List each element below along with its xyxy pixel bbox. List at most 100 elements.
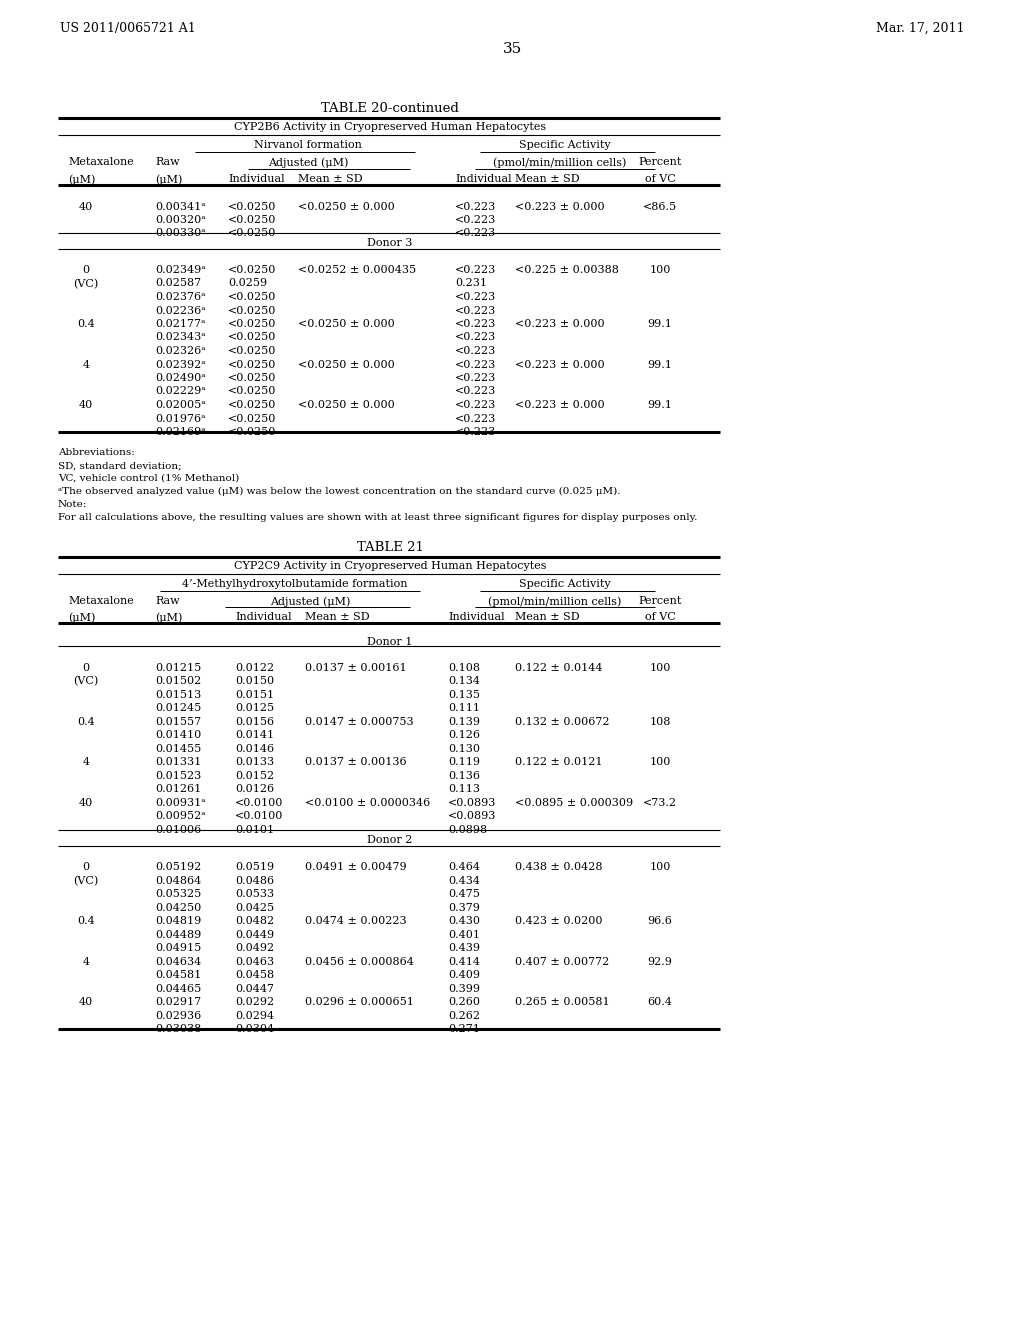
Text: 100: 100 bbox=[649, 758, 671, 767]
Text: 0.01455: 0.01455 bbox=[155, 743, 202, 754]
Text: 0.0125: 0.0125 bbox=[234, 704, 274, 713]
Text: 0.05192: 0.05192 bbox=[155, 862, 202, 873]
Text: 0.0101: 0.0101 bbox=[234, 825, 274, 834]
Text: 0.126: 0.126 bbox=[449, 730, 480, 741]
Text: 0.139: 0.139 bbox=[449, 717, 480, 726]
Text: <0.0895 ± 0.000309: <0.0895 ± 0.000309 bbox=[515, 797, 633, 808]
Text: 0.122 ± 0.0121: 0.122 ± 0.0121 bbox=[515, 758, 602, 767]
Text: (VC): (VC) bbox=[74, 676, 98, 686]
Text: ᵃThe observed analyzed value (μM) was below the lowest concentration on the stan: ᵃThe observed analyzed value (μM) was be… bbox=[58, 487, 621, 496]
Text: 99.1: 99.1 bbox=[647, 359, 673, 370]
Text: 0.02936: 0.02936 bbox=[155, 1011, 202, 1020]
Text: 0.01006: 0.01006 bbox=[155, 825, 202, 834]
Text: For all calculations above, the resulting values are shown with at least three s: For all calculations above, the resultin… bbox=[58, 513, 697, 521]
Text: 0.00320ᵃ: 0.00320ᵃ bbox=[155, 215, 206, 224]
Text: 0.0150: 0.0150 bbox=[234, 676, 274, 686]
Text: 96.6: 96.6 bbox=[647, 916, 673, 927]
Text: <0.223 ± 0.000: <0.223 ± 0.000 bbox=[515, 319, 604, 329]
Text: Individual: Individual bbox=[234, 612, 292, 622]
Text: CYP2B6 Activity in Cryopreserved Human Hepatocytes: CYP2B6 Activity in Cryopreserved Human H… bbox=[233, 121, 546, 132]
Text: 0: 0 bbox=[83, 265, 89, 275]
Text: Nirvanol formation: Nirvanol formation bbox=[254, 140, 361, 150]
Text: Specific Activity: Specific Activity bbox=[519, 140, 610, 150]
Text: 0.02587: 0.02587 bbox=[155, 279, 201, 289]
Text: <0.223: <0.223 bbox=[455, 359, 497, 370]
Text: 0.414: 0.414 bbox=[449, 957, 480, 966]
Text: 0.04465: 0.04465 bbox=[155, 983, 202, 994]
Text: Mean ± SD: Mean ± SD bbox=[305, 612, 370, 622]
Text: <0.223: <0.223 bbox=[455, 215, 497, 224]
Text: (μM): (μM) bbox=[155, 174, 182, 185]
Text: 0.231: 0.231 bbox=[455, 279, 487, 289]
Text: 0.379: 0.379 bbox=[449, 903, 480, 912]
Text: 0.265 ± 0.00581: 0.265 ± 0.00581 bbox=[515, 997, 609, 1007]
Text: 4: 4 bbox=[83, 957, 89, 966]
Text: US 2011/0065721 A1: US 2011/0065721 A1 bbox=[60, 22, 196, 36]
Text: 0.02169ᵃ: 0.02169ᵃ bbox=[155, 426, 206, 437]
Text: <0.223: <0.223 bbox=[455, 202, 497, 211]
Text: 0.0474 ± 0.00223: 0.0474 ± 0.00223 bbox=[305, 916, 407, 927]
Text: 0.0486: 0.0486 bbox=[234, 875, 274, 886]
Text: 0.0447: 0.0447 bbox=[234, 983, 274, 994]
Text: <0.223: <0.223 bbox=[455, 400, 497, 411]
Text: 0.00952ᵃ: 0.00952ᵃ bbox=[155, 810, 206, 821]
Text: <0.0250: <0.0250 bbox=[228, 426, 276, 437]
Text: 0.0456 ± 0.000864: 0.0456 ± 0.000864 bbox=[305, 957, 414, 966]
Text: 0.04915: 0.04915 bbox=[155, 942, 202, 953]
Text: (pmol/min/million cells): (pmol/min/million cells) bbox=[494, 157, 627, 168]
Text: 0.132 ± 0.00672: 0.132 ± 0.00672 bbox=[515, 717, 609, 726]
Text: 0.02343ᵃ: 0.02343ᵃ bbox=[155, 333, 206, 342]
Text: 0.02326ᵃ: 0.02326ᵃ bbox=[155, 346, 206, 356]
Text: 0.0292: 0.0292 bbox=[234, 997, 274, 1007]
Text: 0.0425: 0.0425 bbox=[234, 903, 274, 912]
Text: 0.0133: 0.0133 bbox=[234, 758, 274, 767]
Text: 100: 100 bbox=[649, 265, 671, 275]
Text: <0.0893: <0.0893 bbox=[449, 810, 497, 821]
Text: 0.04581: 0.04581 bbox=[155, 970, 202, 979]
Text: 0.01557: 0.01557 bbox=[155, 717, 201, 726]
Text: 0.439: 0.439 bbox=[449, 942, 480, 953]
Text: 0.4: 0.4 bbox=[77, 916, 95, 927]
Text: 0.02177ᵃ: 0.02177ᵃ bbox=[155, 319, 206, 329]
Text: 0.04819: 0.04819 bbox=[155, 916, 202, 927]
Text: <0.0250: <0.0250 bbox=[228, 374, 276, 383]
Text: <0.0252 ± 0.000435: <0.0252 ± 0.000435 bbox=[298, 265, 416, 275]
Text: Abbreviations:: Abbreviations: bbox=[58, 447, 135, 457]
Text: 0.02229ᵃ: 0.02229ᵃ bbox=[155, 387, 206, 396]
Text: 0.0304: 0.0304 bbox=[234, 1024, 274, 1034]
Text: <0.0250: <0.0250 bbox=[228, 387, 276, 396]
Text: TABLE 20-continued: TABLE 20-continued bbox=[322, 102, 459, 115]
Text: 0.02349ᵃ: 0.02349ᵃ bbox=[155, 265, 206, 275]
Text: CYP2C9 Activity in Cryopreserved Human Hepatocytes: CYP2C9 Activity in Cryopreserved Human H… bbox=[233, 561, 546, 572]
Text: <0.223 ± 0.000: <0.223 ± 0.000 bbox=[515, 359, 604, 370]
Text: 0.134: 0.134 bbox=[449, 676, 480, 686]
Text: 0.475: 0.475 bbox=[449, 890, 480, 899]
Text: 0.01410: 0.01410 bbox=[155, 730, 202, 741]
Text: of VC: of VC bbox=[645, 174, 676, 183]
Text: <0.0250: <0.0250 bbox=[228, 333, 276, 342]
Text: 0.02917: 0.02917 bbox=[155, 997, 201, 1007]
Text: <0.223: <0.223 bbox=[455, 292, 497, 302]
Text: <0.225 ± 0.00388: <0.225 ± 0.00388 bbox=[515, 265, 618, 275]
Text: 0.0156: 0.0156 bbox=[234, 717, 274, 726]
Text: (pmol/min/million cells): (pmol/min/million cells) bbox=[488, 597, 622, 607]
Text: <0.223: <0.223 bbox=[455, 413, 497, 424]
Text: (VC): (VC) bbox=[74, 279, 98, 289]
Text: 0.399: 0.399 bbox=[449, 983, 480, 994]
Text: Metaxalone: Metaxalone bbox=[68, 157, 134, 168]
Text: 0.113: 0.113 bbox=[449, 784, 480, 795]
Text: 0: 0 bbox=[83, 663, 89, 673]
Text: <0.223: <0.223 bbox=[455, 333, 497, 342]
Text: Metaxalone: Metaxalone bbox=[68, 597, 134, 606]
Text: 0.0294: 0.0294 bbox=[234, 1011, 274, 1020]
Text: 0.04634: 0.04634 bbox=[155, 957, 202, 966]
Text: 35: 35 bbox=[503, 42, 521, 55]
Text: 0.01502: 0.01502 bbox=[155, 676, 202, 686]
Text: (VC): (VC) bbox=[74, 875, 98, 886]
Text: 0.02392ᵃ: 0.02392ᵃ bbox=[155, 359, 206, 370]
Text: 0.0519: 0.0519 bbox=[234, 862, 274, 873]
Text: 99.1: 99.1 bbox=[647, 319, 673, 329]
Text: 0.119: 0.119 bbox=[449, 758, 480, 767]
Text: (μM): (μM) bbox=[155, 612, 182, 623]
Text: Percent: Percent bbox=[638, 157, 682, 168]
